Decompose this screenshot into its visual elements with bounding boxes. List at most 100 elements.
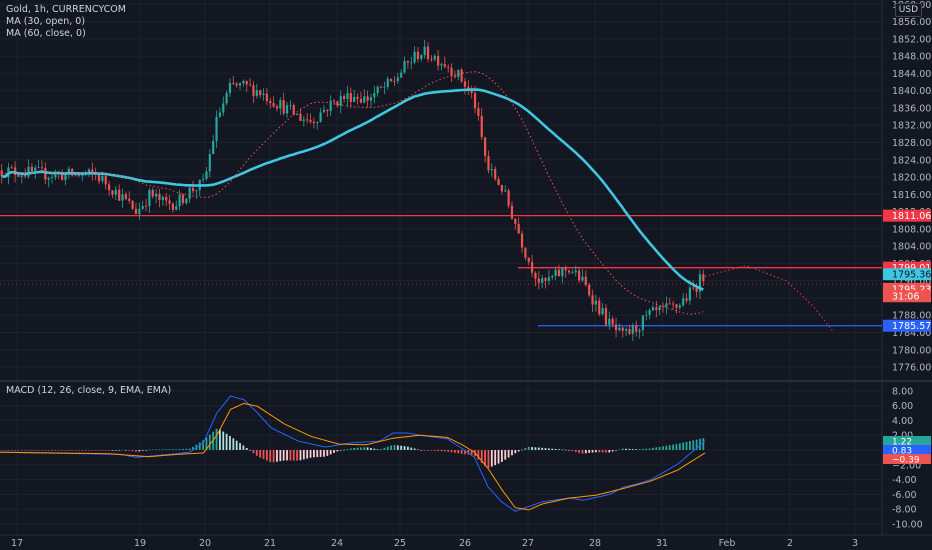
histogram-bar [336, 450, 339, 452]
histogram-bar [37, 450, 40, 451]
candle [40, 167, 44, 169]
candle [430, 59, 433, 60]
candle [356, 96, 359, 99]
histogram-bar [420, 450, 423, 451]
candle [249, 84, 252, 86]
histogram-bar [24, 450, 27, 451]
histogram-bar [182, 448, 184, 450]
histogram-bar [292, 450, 295, 461]
candle [61, 173, 64, 181]
histogram-bar [514, 450, 517, 454]
histogram-bar [477, 450, 480, 460]
candle [339, 96, 342, 106]
histogram-bar [44, 450, 47, 451]
candle [329, 100, 332, 112]
candle [124, 194, 127, 199]
macd-tick-label: -6.00 [892, 490, 917, 501]
candle [594, 300, 597, 305]
candle [87, 169, 91, 174]
histogram-bar [215, 428, 218, 450]
candle [702, 274, 705, 282]
candle [457, 69, 460, 78]
time-tick-label: Feb [719, 538, 736, 549]
candle [138, 208, 141, 215]
histogram-bar [437, 450, 440, 451]
histogram-bar [30, 450, 33, 451]
candle [480, 115, 483, 138]
histogram-bar [124, 450, 127, 451]
histogram-bar [662, 446, 664, 450]
histogram-bar [682, 442, 685, 450]
macd-tick-label: -10.00 [892, 519, 923, 530]
histogram-bar [323, 450, 325, 457]
candle [383, 86, 386, 88]
candle [588, 284, 591, 296]
candle [416, 51, 420, 60]
histogram-bar [94, 450, 97, 451]
time-tick-label: 26 [459, 538, 471, 549]
time-tick-label: 25 [394, 538, 406, 549]
candle [144, 206, 148, 207]
histogram-bar [202, 440, 205, 450]
time-tick-label: 24 [331, 538, 343, 549]
histogram-bar [57, 450, 60, 451]
candle [544, 278, 547, 281]
histogram-bar [131, 450, 134, 452]
histogram-bar [678, 443, 681, 450]
candle [437, 55, 440, 66]
histogram-bar [349, 448, 352, 450]
candle [188, 187, 191, 199]
candle [289, 105, 292, 106]
candle [312, 121, 315, 124]
candle [185, 198, 188, 204]
histogram-bar [547, 448, 550, 450]
candle [121, 194, 124, 201]
candle [24, 175, 27, 177]
histogram-bar [390, 445, 393, 450]
candle [218, 112, 221, 117]
histogram-bar [460, 450, 463, 454]
histogram-bar [135, 450, 137, 452]
candle [641, 315, 644, 331]
histogram-bar [645, 448, 648, 450]
histogram-bar [84, 450, 87, 451]
candle [625, 329, 628, 331]
candle [618, 327, 621, 331]
legend-ma-60: MA (60, close, 0) [6, 28, 86, 39]
price-tick-label: 1784.00 [892, 328, 931, 339]
histogram-bar [692, 440, 695, 450]
candle [598, 300, 601, 315]
candle [215, 116, 218, 141]
candle [672, 303, 675, 305]
histogram-bar [343, 449, 346, 451]
histogram-bar [410, 447, 413, 450]
candle [141, 206, 144, 209]
legend-ma-30: MA (30, open, 0) [6, 16, 86, 27]
candle [527, 257, 530, 263]
histogram-bar [111, 450, 114, 451]
histogram-bar [17, 450, 20, 451]
candle [581, 276, 584, 281]
histogram-bar [672, 444, 675, 450]
candle [97, 174, 101, 182]
candle [296, 113, 299, 115]
histogram-bar [497, 450, 500, 464]
price-tick-label: 1816.00 [892, 190, 931, 201]
histogram-bar [631, 449, 634, 450]
histogram-bar [61, 450, 64, 451]
histogram-value-label: 0.83 [892, 447, 912, 457]
candle [564, 268, 567, 271]
candle [302, 119, 305, 121]
histogram-bar [262, 450, 265, 460]
histogram-bar [272, 450, 275, 463]
histogram-bar [249, 450, 252, 451]
currency-button[interactable]: USD [894, 3, 922, 17]
candle [269, 101, 272, 104]
histogram-bar [685, 441, 688, 450]
candle [134, 208, 138, 215]
candle [453, 75, 456, 78]
candle [322, 109, 326, 113]
candle [386, 78, 389, 87]
price-tick-label: 1852.00 [892, 34, 931, 45]
